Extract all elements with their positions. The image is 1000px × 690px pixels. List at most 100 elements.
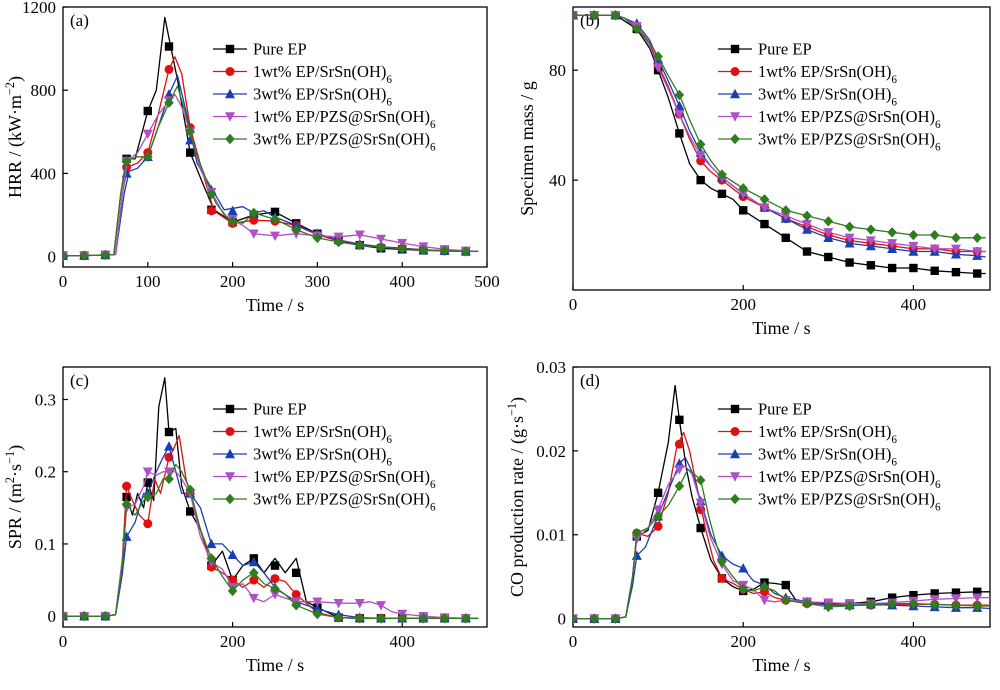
data-point — [823, 216, 834, 227]
data-point — [573, 10, 578, 21]
data-point — [632, 527, 642, 539]
data-point — [929, 599, 940, 610]
data-point — [589, 613, 600, 624]
data-point — [206, 538, 217, 549]
legend-marker — [730, 493, 740, 505]
data-point — [972, 247, 983, 257]
y-tick-label: 0.03 — [536, 358, 566, 377]
data-point — [674, 109, 685, 120]
legend-item: 3wt% EP/PZS@SrSn(OH)6 — [213, 130, 436, 154]
data-point — [610, 10, 621, 21]
data-point — [164, 97, 174, 108]
legend-marker — [225, 88, 235, 99]
legend-item: Pure EP — [213, 400, 307, 419]
data-point — [270, 207, 280, 217]
legend-label: 1wt% EP/PZS@SrSn(OH)6 — [758, 467, 941, 491]
data-point — [270, 561, 280, 570]
data-point — [312, 603, 323, 614]
x-tick-label: 0 — [59, 272, 68, 291]
series-5 — [63, 85, 479, 261]
series-5 — [573, 10, 986, 243]
data-point — [887, 227, 897, 238]
data-point — [227, 216, 238, 227]
data-point — [63, 610, 68, 622]
data-point — [802, 219, 813, 230]
legend-item: 1wt% EP/PZS@SrSn(OH)6 — [718, 467, 941, 491]
y-tick-label: 40 — [549, 171, 566, 190]
data-point — [354, 230, 365, 240]
data-point — [844, 221, 855, 233]
data-point — [973, 269, 982, 278]
data-point — [248, 593, 259, 604]
data-point — [333, 236, 344, 248]
y-tick-label: 0.3 — [35, 391, 56, 410]
data-point — [439, 613, 450, 624]
legend-marker — [730, 44, 740, 54]
legend-marker — [225, 133, 235, 145]
data-point — [951, 232, 961, 243]
data-point — [759, 581, 770, 592]
x-tick-label: 0 — [569, 632, 578, 651]
data-point — [291, 600, 301, 611]
data-point — [865, 236, 876, 246]
legend-marker — [730, 404, 740, 414]
data-point — [632, 23, 642, 35]
data-point — [439, 245, 450, 256]
data-point — [355, 239, 365, 251]
data-point — [908, 241, 919, 252]
data-point — [674, 89, 685, 101]
data-point — [164, 473, 174, 485]
series-5 — [63, 463, 479, 624]
legend-item: 3wt% EP/SrSn(OH)6 — [213, 85, 392, 109]
data-point — [397, 243, 407, 254]
legend-label: 3wt% EP/PZS@SrSn(OH)6 — [758, 130, 941, 154]
data-point — [653, 521, 663, 531]
legend-label: 1wt% EP/PZS@SrSn(OH)6 — [253, 107, 436, 131]
data-point — [675, 415, 684, 425]
data-point — [674, 465, 685, 475]
data-point — [79, 250, 89, 261]
x-tick-label: 400 — [389, 632, 415, 651]
legend-item: 1wt% EP/PZS@SrSn(OH)6 — [213, 107, 436, 131]
data-point — [270, 231, 280, 241]
series-2 — [63, 434, 479, 623]
x-tick-label: 200 — [730, 632, 756, 651]
data-point — [951, 267, 961, 277]
legend-marker — [225, 112, 235, 122]
data-point — [143, 491, 153, 503]
data-point — [206, 189, 217, 200]
data-point — [674, 439, 684, 449]
data-point — [887, 239, 898, 249]
data-point — [143, 519, 153, 529]
legend-item: Pure EP — [213, 40, 307, 59]
panel-c: 0 200 400 0 0.1 0.2 0.3 Time / s SPR / (m2·s−1) (… — [3, 366, 488, 675]
x-axis-label: Time / s — [752, 318, 810, 338]
data-point — [79, 610, 89, 622]
legend-label: 1wt% EP/PZS@SrSn(OH)6 — [758, 107, 941, 131]
data-point — [312, 597, 323, 607]
data-point — [759, 595, 770, 606]
legend-item: Pure EP — [718, 40, 812, 59]
data-point — [100, 249, 111, 261]
legend-marker — [730, 88, 740, 99]
data-point — [418, 244, 429, 256]
data-point — [972, 600, 983, 612]
data-point — [909, 263, 918, 273]
legend-item: 1wt% EP/PZS@SrSn(OH)6 — [213, 467, 436, 491]
data-point — [929, 229, 940, 241]
x-axis-label: Time / s — [246, 655, 304, 675]
data-point — [354, 598, 365, 609]
legend-label: 3wt% EP/PZS@SrSn(OH)6 — [758, 490, 941, 514]
legend-item: 3wt% EP/SrSn(OH)6 — [718, 85, 897, 109]
data-point — [909, 590, 918, 600]
data-point — [887, 593, 897, 602]
legend-marker — [730, 133, 740, 145]
data-point — [291, 224, 301, 235]
panel-label: (a) — [70, 11, 89, 30]
data-point — [972, 593, 983, 603]
data-point — [270, 213, 280, 225]
